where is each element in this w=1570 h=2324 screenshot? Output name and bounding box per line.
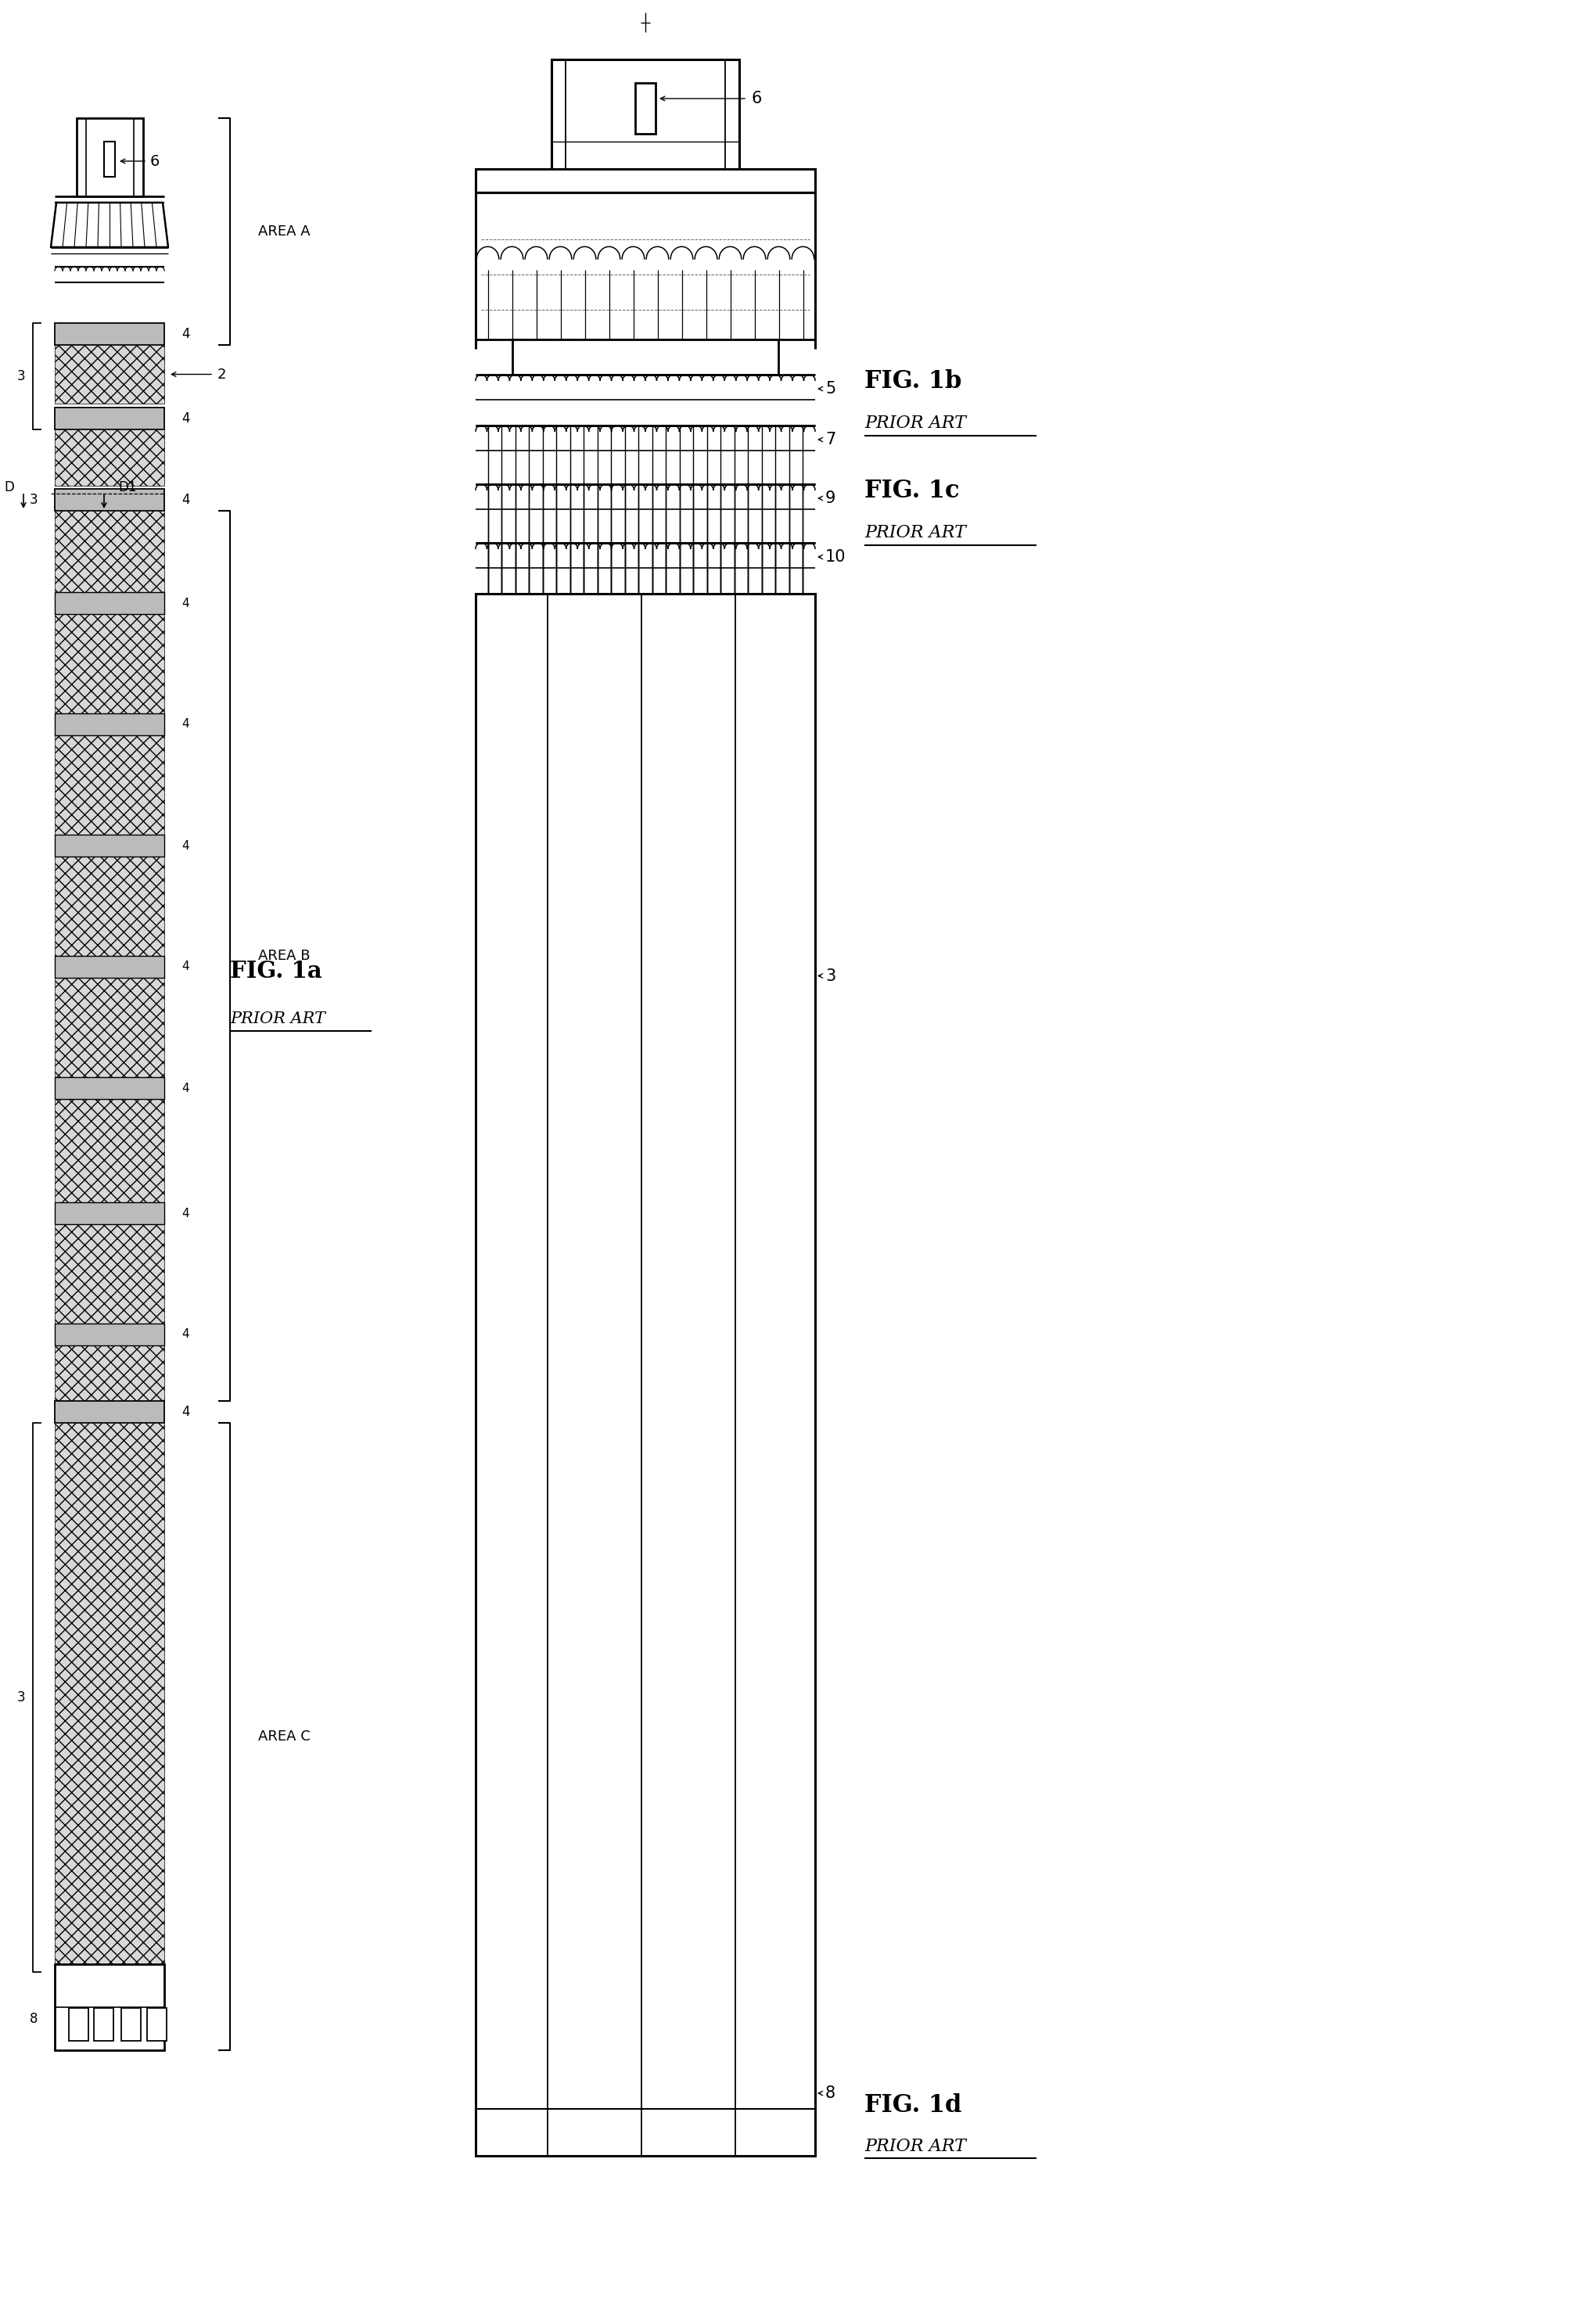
Bar bbox=[55, 488, 165, 511]
Bar bbox=[55, 1964, 165, 2050]
Text: AREA C: AREA C bbox=[257, 1729, 311, 1743]
Bar bbox=[476, 170, 815, 193]
Bar bbox=[55, 713, 165, 734]
Text: FIG. 1a: FIG. 1a bbox=[229, 960, 322, 983]
Bar bbox=[55, 407, 165, 430]
Text: 9: 9 bbox=[826, 490, 835, 507]
Text: 4: 4 bbox=[182, 839, 188, 851]
Text: PRIOR ART: PRIOR ART bbox=[229, 1011, 325, 1025]
Bar bbox=[77, 119, 143, 195]
Text: D: D bbox=[5, 481, 14, 495]
Text: 4: 4 bbox=[182, 1083, 188, 1095]
Bar bbox=[55, 1076, 165, 1099]
Text: 4: 4 bbox=[182, 493, 190, 507]
Text: PRIOR ART: PRIOR ART bbox=[865, 2138, 966, 2154]
Bar bbox=[476, 593, 815, 2157]
Text: 4: 4 bbox=[182, 960, 188, 974]
Bar bbox=[94, 2008, 113, 2040]
Text: 4: 4 bbox=[182, 1406, 190, 1420]
Bar bbox=[55, 511, 165, 1401]
Text: AREA B: AREA B bbox=[257, 948, 311, 962]
Bar bbox=[55, 323, 165, 344]
Text: PRIOR ART: PRIOR ART bbox=[865, 525, 966, 541]
Text: 8: 8 bbox=[30, 2013, 38, 2027]
Text: 3: 3 bbox=[17, 370, 25, 383]
Bar bbox=[55, 593, 165, 614]
Bar bbox=[512, 339, 779, 374]
Text: FIG. 1d: FIG. 1d bbox=[865, 2094, 962, 2117]
Text: 4: 4 bbox=[182, 328, 190, 342]
Ellipse shape bbox=[761, 2113, 804, 2152]
Bar bbox=[55, 1202, 165, 1225]
Bar bbox=[148, 2008, 166, 2040]
Ellipse shape bbox=[675, 2113, 717, 2152]
Ellipse shape bbox=[581, 2113, 623, 2152]
Bar bbox=[104, 142, 115, 177]
Text: FIG. 1b: FIG. 1b bbox=[865, 370, 962, 393]
Bar bbox=[55, 834, 165, 858]
Bar bbox=[55, 955, 165, 978]
Bar bbox=[69, 2008, 88, 2040]
Text: 2: 2 bbox=[218, 367, 226, 381]
Bar bbox=[636, 84, 656, 135]
Text: 3: 3 bbox=[17, 1690, 25, 1703]
Polygon shape bbox=[50, 202, 168, 246]
Text: PRIOR ART: PRIOR ART bbox=[865, 414, 966, 432]
Bar bbox=[121, 2008, 141, 2040]
Text: 4: 4 bbox=[182, 1329, 188, 1341]
Text: 4: 4 bbox=[182, 411, 190, 425]
Bar bbox=[55, 1401, 165, 1422]
Bar bbox=[551, 60, 739, 170]
Text: 3: 3 bbox=[826, 969, 835, 983]
Text: 4: 4 bbox=[182, 718, 188, 730]
Text: 6: 6 bbox=[151, 153, 160, 170]
Text: AREA A: AREA A bbox=[257, 225, 311, 239]
Ellipse shape bbox=[593, 60, 611, 88]
Ellipse shape bbox=[680, 60, 697, 88]
Ellipse shape bbox=[499, 2113, 542, 2152]
Text: 5: 5 bbox=[826, 381, 835, 397]
Bar bbox=[55, 1422, 165, 1964]
Bar bbox=[55, 1325, 165, 1346]
Text: 3: 3 bbox=[30, 493, 38, 507]
Bar bbox=[55, 344, 165, 404]
Text: 7: 7 bbox=[826, 432, 835, 449]
Text: 4: 4 bbox=[182, 1208, 188, 1220]
Text: D1: D1 bbox=[118, 481, 137, 495]
Text: 4: 4 bbox=[182, 597, 188, 609]
Text: 8: 8 bbox=[826, 2085, 835, 2101]
Text: 6: 6 bbox=[750, 91, 761, 107]
Bar bbox=[55, 430, 165, 486]
Text: 10: 10 bbox=[826, 548, 846, 565]
Text: FIG. 1c: FIG. 1c bbox=[865, 479, 959, 502]
